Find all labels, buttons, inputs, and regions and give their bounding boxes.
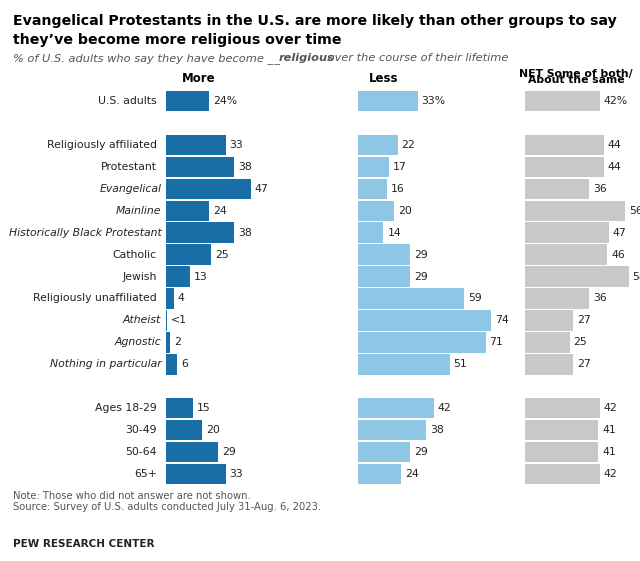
Text: % of U.S. adults who say they have become _ _: % of U.S. adults who say they have becom… [13, 53, 284, 64]
Text: Historically Black Protestant: Historically Black Protestant [8, 228, 161, 237]
Text: 74: 74 [495, 315, 509, 325]
Text: 24: 24 [405, 470, 419, 479]
Text: 30-49: 30-49 [125, 425, 157, 435]
Text: 15: 15 [197, 403, 211, 413]
Text: 38: 38 [238, 228, 252, 237]
Text: 2: 2 [174, 338, 180, 347]
Text: 41: 41 [602, 447, 616, 457]
Text: 41: 41 [602, 425, 616, 435]
Text: 44: 44 [607, 140, 621, 150]
Text: 47: 47 [255, 183, 268, 194]
Text: 58: 58 [632, 272, 640, 282]
Text: Evangelical: Evangelical [99, 183, 161, 194]
Text: Jewish: Jewish [122, 272, 157, 282]
Text: Religiously affiliated: Religiously affiliated [47, 140, 157, 150]
Text: 6: 6 [181, 360, 188, 369]
Text: U.S. adults: U.S. adults [98, 96, 157, 105]
Text: 29: 29 [414, 272, 428, 282]
Text: Ages 18-29: Ages 18-29 [95, 403, 157, 413]
Text: they’ve become more religious over time: they’ve become more religious over time [13, 33, 341, 47]
Text: Mainline: Mainline [116, 206, 161, 215]
Text: 22: 22 [402, 140, 415, 150]
Text: Protestant: Protestant [101, 162, 157, 172]
Text: 56: 56 [629, 206, 640, 215]
Text: 33: 33 [229, 470, 243, 479]
Text: 33%: 33% [421, 96, 445, 105]
Text: 24: 24 [213, 206, 227, 215]
Text: 42%: 42% [604, 96, 628, 105]
Text: 65+: 65+ [134, 470, 157, 479]
Text: 17: 17 [393, 162, 406, 172]
Text: 29: 29 [414, 447, 428, 457]
Text: 13: 13 [193, 272, 207, 282]
Text: 20: 20 [206, 425, 220, 435]
Text: 59: 59 [468, 293, 482, 304]
Text: Note: Those who did not answer are not shown.
Source: Survey of U.S. adults cond: Note: Those who did not answer are not s… [13, 491, 321, 513]
Text: 20: 20 [398, 206, 412, 215]
Text: 42: 42 [604, 470, 618, 479]
Text: NET Some of both/: NET Some of both/ [519, 68, 633, 79]
Text: 24%: 24% [213, 96, 237, 105]
Text: 71: 71 [490, 338, 503, 347]
Text: 29: 29 [414, 250, 428, 260]
Text: Agnostic: Agnostic [115, 338, 161, 347]
Text: 16: 16 [391, 183, 404, 194]
Text: 47: 47 [613, 228, 627, 237]
Text: 27: 27 [577, 315, 591, 325]
Text: over the course of their lifetime: over the course of their lifetime [324, 53, 509, 63]
Text: 42: 42 [604, 403, 618, 413]
Text: More: More [182, 72, 215, 85]
Text: religious: religious [278, 53, 334, 63]
Text: 38: 38 [430, 425, 444, 435]
Text: 25: 25 [573, 338, 587, 347]
Text: 14: 14 [387, 228, 401, 237]
Text: 38: 38 [238, 162, 252, 172]
Text: Religiously unaffiliated: Religiously unaffiliated [33, 293, 157, 304]
Text: 25: 25 [215, 250, 228, 260]
Text: 42: 42 [438, 403, 451, 413]
Text: Catholic: Catholic [113, 250, 157, 260]
Text: 50-64: 50-64 [125, 447, 157, 457]
Text: <1: <1 [171, 315, 187, 325]
Text: 27: 27 [577, 360, 591, 369]
Text: 44: 44 [607, 162, 621, 172]
Text: 29: 29 [222, 447, 236, 457]
Text: Nothing in particular: Nothing in particular [49, 360, 161, 369]
Text: Atheist: Atheist [123, 315, 161, 325]
Text: 36: 36 [593, 293, 607, 304]
Text: PEW RESEARCH CENTER: PEW RESEARCH CENTER [13, 539, 154, 549]
Text: 36: 36 [593, 183, 607, 194]
Text: Less: Less [369, 72, 399, 85]
Text: 51: 51 [454, 360, 467, 369]
Text: 4: 4 [177, 293, 184, 304]
Text: About the same: About the same [528, 75, 624, 85]
Text: Evangelical Protestants in the U.S. are more likely than other groups to say: Evangelical Protestants in the U.S. are … [13, 14, 617, 28]
Text: 33: 33 [229, 140, 243, 150]
Text: 46: 46 [611, 250, 625, 260]
